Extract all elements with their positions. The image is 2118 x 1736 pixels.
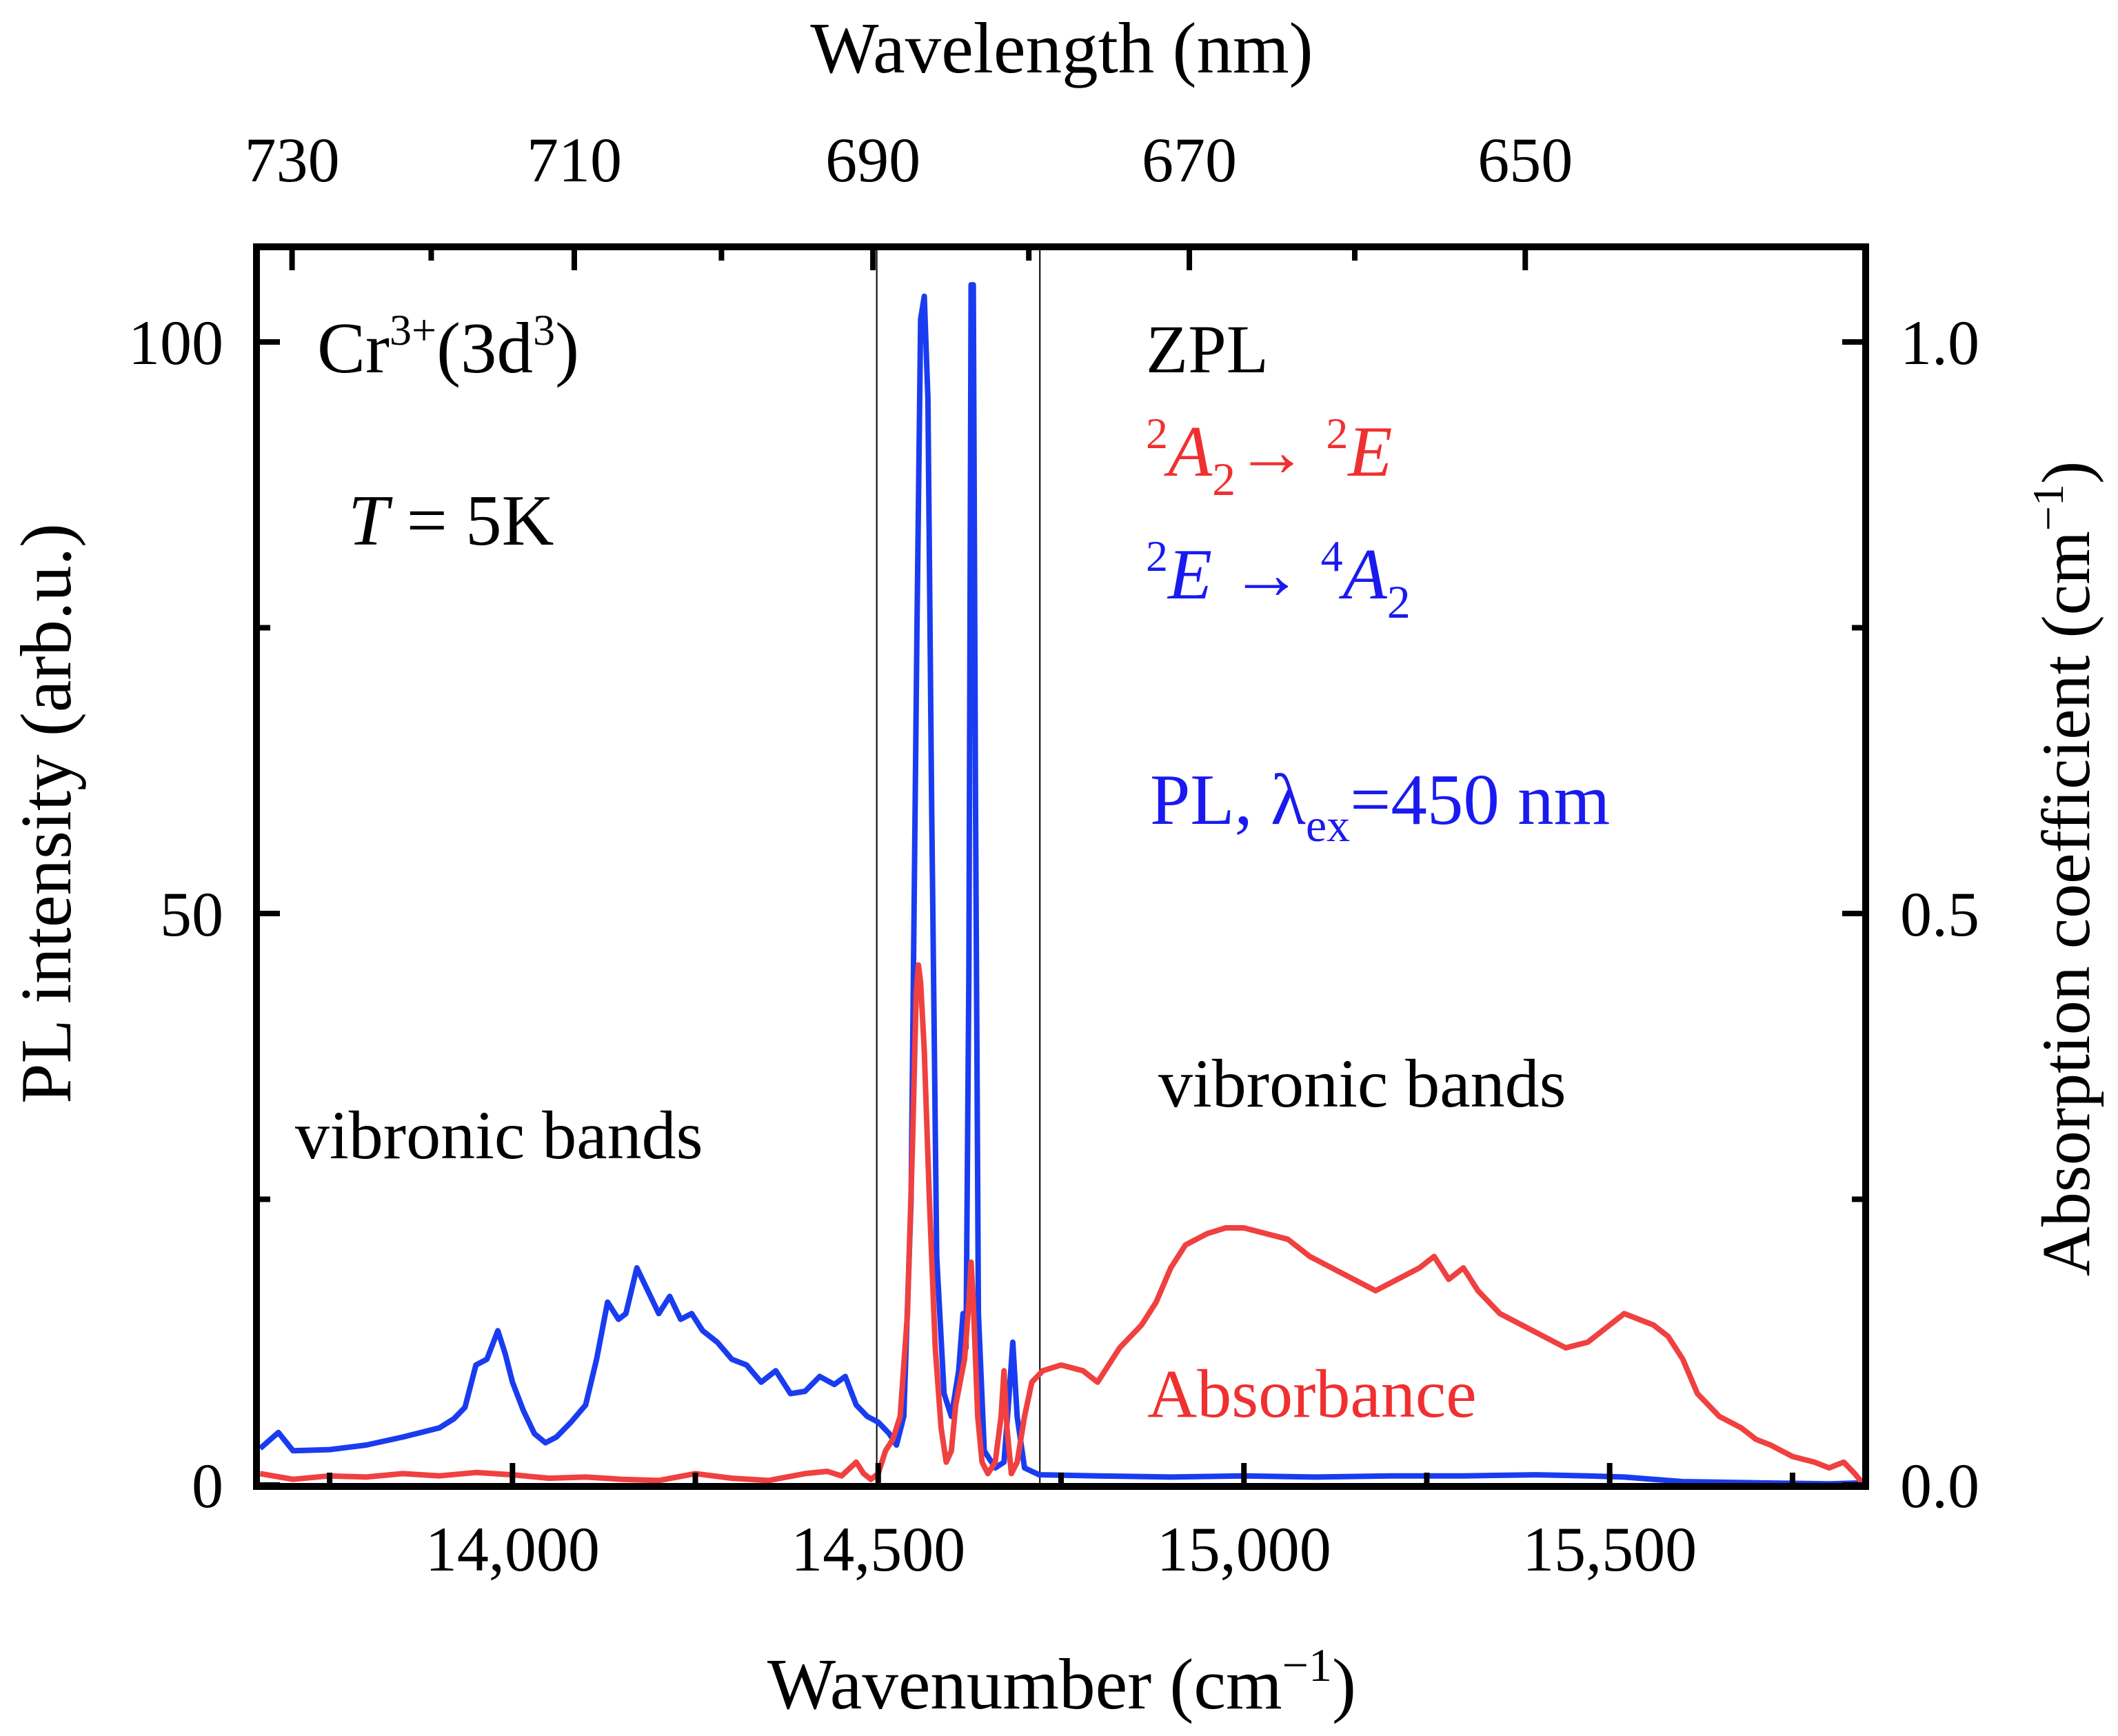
right-axis-title-exponent: −1 bbox=[2024, 484, 2072, 531]
x-axis-title: Wavenumber (cm−1) bbox=[767, 1639, 1356, 1724]
absorption-transition-label: 2A2→ 2E bbox=[1146, 409, 1393, 505]
top-tick-label: 650 bbox=[1477, 125, 1573, 195]
temperature-label: T = 5K bbox=[348, 480, 554, 561]
left-axis-title: PL intensity (arb.u.) bbox=[6, 523, 86, 1104]
pl-emission-line bbox=[258, 282, 1865, 1486]
zpl-region bbox=[876, 247, 1041, 1486]
absorbance-line bbox=[259, 962, 1866, 1486]
right-tick-label: 1.0 bbox=[1900, 307, 1979, 378]
right-axis-title: Absorption coefficient (cm−1) bbox=[2024, 461, 2104, 1277]
x-tick-label: 14,500 bbox=[791, 1514, 965, 1584]
pl-legend-label: PL, λex=450 nm bbox=[1150, 759, 1610, 851]
x-axis-title-exponent: −1 bbox=[1282, 1639, 1332, 1691]
ion-label: Cr3+(3d3) bbox=[317, 305, 579, 388]
plot-frame bbox=[253, 243, 1869, 1490]
absorbance-label: Absorbance bbox=[1147, 1355, 1477, 1432]
right-tick-label: 0.5 bbox=[1900, 879, 1979, 949]
x-tick-label: 15,500 bbox=[1522, 1514, 1697, 1584]
axis-ticks: 14,000 14,500 15,000 15,500 730 710 690 670 650 0… bbox=[128, 125, 1979, 1584]
vibronic-bands-right-label: vibronic bands bbox=[1158, 1045, 1566, 1122]
x-tick-label: 14,000 bbox=[425, 1514, 600, 1584]
left-tick-label: 100 bbox=[128, 307, 223, 378]
top-tick-label: 670 bbox=[1142, 125, 1237, 195]
top-tick-label: 690 bbox=[825, 125, 920, 195]
top-tick-label: 730 bbox=[245, 125, 340, 195]
left-tick-label: 50 bbox=[160, 879, 223, 949]
zpl-label: ZPL bbox=[1146, 311, 1269, 387]
emission-transition-label: 2E → 4A2 bbox=[1146, 532, 1411, 628]
top-tick-label: 710 bbox=[527, 125, 622, 195]
top-axis-title: Wavelength (nm) bbox=[810, 8, 1313, 88]
vibronic-bands-left-label: vibronic bands bbox=[295, 1097, 703, 1173]
x-tick-label: 15,000 bbox=[1157, 1514, 1331, 1584]
left-tick-label: 0 bbox=[192, 1451, 223, 1521]
right-tick-label: 0.0 bbox=[1900, 1451, 1979, 1521]
